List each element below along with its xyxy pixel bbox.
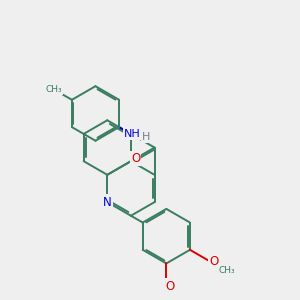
Text: O: O	[166, 280, 175, 293]
Text: N: N	[103, 196, 112, 208]
Text: O: O	[131, 152, 140, 165]
Text: CH₃: CH₃	[46, 85, 62, 94]
Text: CH₃: CH₃	[218, 266, 235, 275]
Text: H: H	[142, 132, 150, 142]
Text: O: O	[209, 255, 219, 268]
Text: NH: NH	[124, 129, 141, 139]
